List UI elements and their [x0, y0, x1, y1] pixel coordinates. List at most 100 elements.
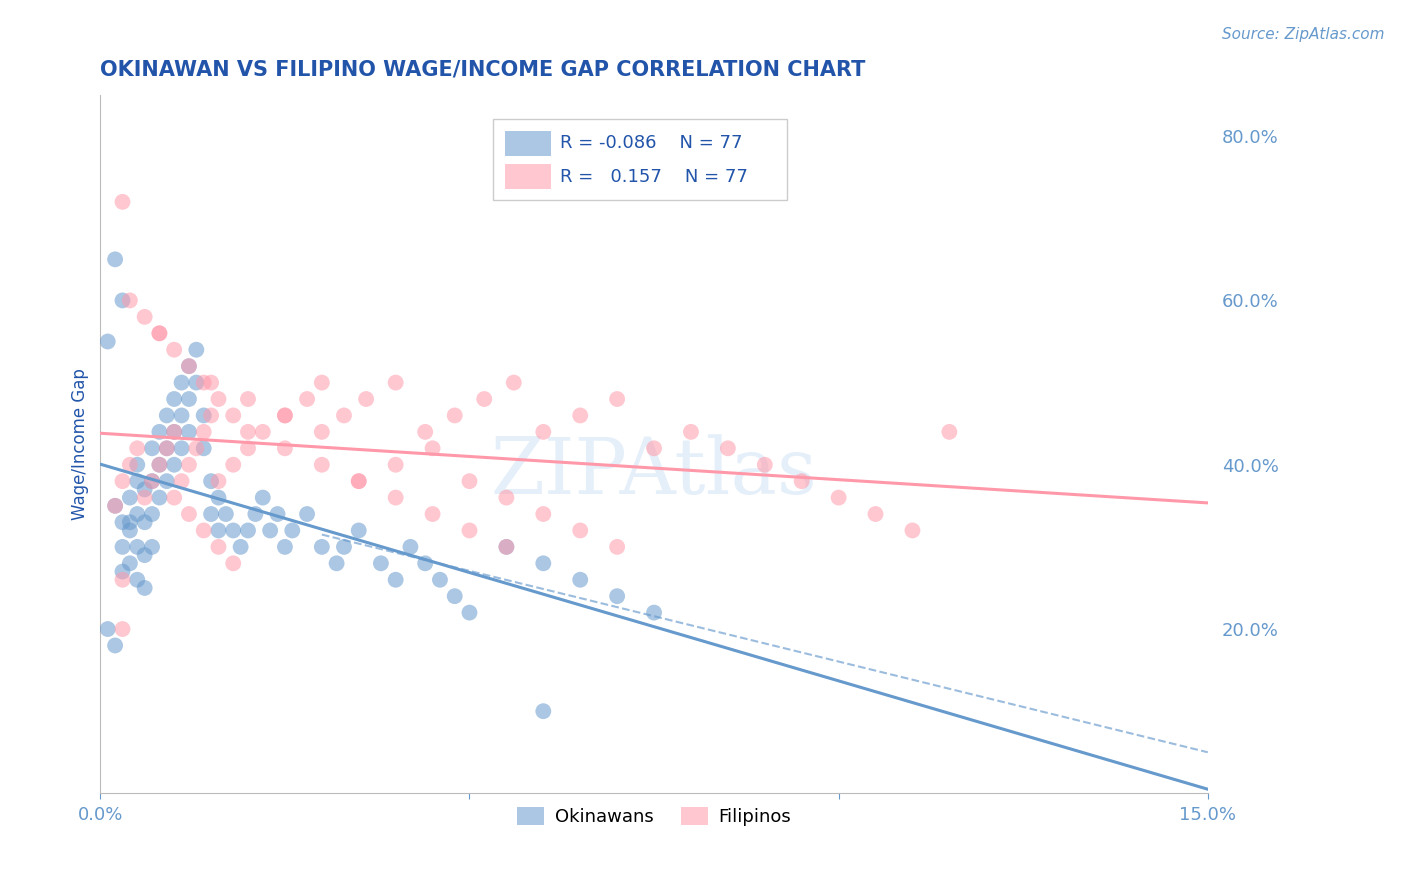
Point	[163, 491, 186, 505]
Point	[311, 540, 333, 554]
Point	[259, 524, 281, 538]
Point	[222, 409, 245, 423]
Point	[606, 392, 628, 406]
Point	[148, 491, 170, 505]
Point	[111, 573, 134, 587]
Point	[111, 194, 134, 209]
Point	[207, 524, 229, 538]
Point	[141, 474, 163, 488]
Point	[111, 622, 134, 636]
Point	[643, 606, 665, 620]
Point	[118, 557, 141, 571]
Point	[569, 524, 592, 538]
Point	[281, 524, 304, 538]
Point	[127, 458, 149, 472]
Point	[827, 491, 849, 505]
Point	[177, 507, 200, 521]
Point	[325, 557, 347, 571]
Point	[118, 293, 141, 308]
Point	[252, 491, 274, 505]
Point	[193, 442, 215, 456]
Point	[413, 557, 436, 571]
FancyBboxPatch shape	[494, 120, 787, 200]
Point	[901, 524, 924, 538]
Point	[134, 581, 156, 595]
Point	[127, 474, 149, 488]
Point	[156, 442, 179, 456]
Point	[193, 425, 215, 439]
Point	[111, 540, 134, 554]
Point	[266, 507, 288, 521]
Point	[104, 499, 127, 513]
Point	[311, 425, 333, 439]
Point	[347, 474, 370, 488]
Point	[186, 442, 208, 456]
Point	[274, 442, 297, 456]
FancyBboxPatch shape	[505, 130, 551, 156]
Point	[200, 474, 222, 488]
Point	[443, 589, 465, 603]
Point	[472, 392, 495, 406]
Point	[236, 442, 259, 456]
Point	[354, 392, 377, 406]
Point	[141, 540, 163, 554]
Point	[458, 606, 481, 620]
Point	[148, 326, 170, 341]
Point	[679, 425, 702, 439]
Point	[111, 293, 134, 308]
Point	[458, 524, 481, 538]
Point	[422, 442, 444, 456]
Point	[245, 507, 267, 521]
Text: OKINAWAN VS FILIPINO WAGE/INCOME GAP CORRELATION CHART: OKINAWAN VS FILIPINO WAGE/INCOME GAP COR…	[100, 60, 866, 79]
Point	[333, 409, 356, 423]
Point	[207, 474, 229, 488]
Point	[163, 425, 186, 439]
Point	[429, 573, 451, 587]
Point	[156, 409, 179, 423]
Y-axis label: Wage/Income Gap: Wage/Income Gap	[72, 368, 89, 520]
Point	[118, 515, 141, 529]
Point	[97, 334, 120, 349]
Point	[443, 409, 465, 423]
Point	[222, 458, 245, 472]
Point	[295, 507, 318, 521]
Point	[311, 458, 333, 472]
Point	[606, 589, 628, 603]
Point	[177, 359, 200, 373]
Point	[148, 326, 170, 341]
Point	[177, 359, 200, 373]
Point	[236, 392, 259, 406]
Point	[274, 409, 297, 423]
Point	[134, 310, 156, 324]
Point	[295, 392, 318, 406]
Point	[422, 507, 444, 521]
Point	[170, 409, 193, 423]
Point	[104, 639, 127, 653]
Point	[163, 458, 186, 472]
Point	[186, 376, 208, 390]
Point	[118, 524, 141, 538]
Point	[186, 343, 208, 357]
Point	[193, 409, 215, 423]
Point	[274, 540, 297, 554]
Point	[790, 474, 813, 488]
Point	[127, 507, 149, 521]
Point	[127, 540, 149, 554]
Point	[163, 425, 186, 439]
Point	[252, 425, 274, 439]
Point	[127, 442, 149, 456]
Text: R = -0.086    N = 77: R = -0.086 N = 77	[560, 134, 742, 153]
Point	[177, 425, 200, 439]
Point	[274, 409, 297, 423]
Point	[127, 573, 149, 587]
Text: Source: ZipAtlas.com: Source: ZipAtlas.com	[1222, 27, 1385, 42]
Point	[177, 458, 200, 472]
Point	[938, 425, 960, 439]
Point	[399, 540, 422, 554]
Point	[148, 458, 170, 472]
Point	[495, 540, 517, 554]
Point	[215, 507, 238, 521]
Point	[170, 376, 193, 390]
Text: R =   0.157    N = 77: R = 0.157 N = 77	[560, 168, 748, 186]
Point	[170, 474, 193, 488]
